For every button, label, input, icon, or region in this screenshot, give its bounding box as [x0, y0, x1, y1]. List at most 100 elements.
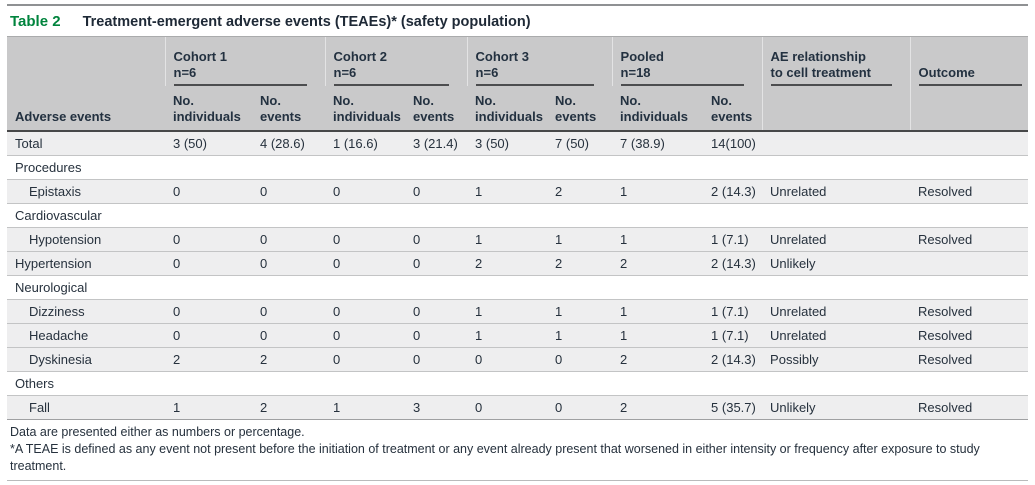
adverse-event-label: Hypertension — [15, 255, 92, 271]
table-footnotes: Data are presented either as numbers or … — [7, 419, 1028, 481]
subheader-no-events: No. events — [405, 86, 468, 131]
value-cell: 1 (7.1) — [711, 303, 749, 319]
value-cell: 2 — [260, 399, 268, 415]
table-number-label: Table 2 — [10, 13, 61, 30]
value-cell: 0 — [475, 351, 483, 367]
value-cell: 2 — [173, 351, 181, 367]
group-n: n=6 — [333, 64, 357, 80]
outcome-cell: Resolved — [918, 351, 973, 367]
value-cell: 1 — [333, 399, 341, 415]
value-cell: 0 — [260, 255, 268, 271]
group-header-cohort-3: Cohort 3 n=6 — [466, 36, 613, 86]
value-cell: 2 — [620, 255, 628, 271]
outcome-cell: Resolved — [918, 303, 973, 319]
subheader-no-individuals: No. individuals — [467, 86, 548, 131]
value-cell: 2 — [260, 351, 268, 367]
value-cell: 1 (7.1) — [711, 231, 749, 247]
section-row: Neurological — [7, 275, 1029, 300]
value-cell: 0 — [260, 183, 268, 199]
group-n: n=6 — [173, 64, 197, 80]
table-row: Epistaxis 0 0 0 0 1 2 1 2 (14.3) Unrelated Resolve… — [7, 179, 1029, 204]
table-row: Hypertension 0 0 0 0 2 2 2 2 (14.3) Unlikely — [7, 251, 1029, 276]
table-page: Table 2 Treatment-emergent adverse event… — [0, 4, 1035, 485]
value-cell: 1 — [555, 231, 563, 247]
value-cell: 2 — [555, 183, 563, 199]
value-cell: 7 (38.9) — [620, 135, 665, 151]
value-cell: 0 — [413, 351, 421, 367]
table-body: Total 3 (50) 4 (28.6) 1 (16.6) 3 (21.4) 3 (50… — [7, 131, 1029, 419]
value-cell: 0 — [173, 231, 181, 247]
group-label: Cohort 3 — [475, 49, 529, 65]
column-header-ae-relationship: AE relationship to cell treatment — [761, 36, 911, 131]
value-cell: 1 (16.6) — [333, 135, 378, 151]
value-cell: 0 — [413, 303, 421, 319]
value-cell: 0 — [260, 303, 268, 319]
value-cell: 2 (14.3) — [711, 255, 756, 271]
value-cell: 0 — [475, 399, 483, 415]
section-label: Neurological — [15, 279, 88, 295]
value-cell: 0 — [173, 255, 181, 271]
group-header-row: Adverse events Cohort 1 n=6 Cohort 2 n=6 — [7, 36, 1029, 131]
relationship-cell: Unlikely — [770, 399, 816, 415]
outcome-cell — [910, 131, 1028, 156]
value-cell: 1 — [475, 231, 483, 247]
table-caption: Table 2 Treatment-emergent adverse event… — [7, 6, 1028, 36]
value-cell: 0 — [173, 303, 181, 319]
outcome-cell: Resolved — [918, 399, 973, 415]
adverse-event-label: Total — [15, 135, 43, 151]
value-cell: 0 — [260, 231, 268, 247]
value-cell: 4 (28.6) — [260, 135, 305, 151]
group-n: n=18 — [620, 64, 651, 80]
subheader-no-events: No. events — [703, 86, 763, 131]
value-cell: 7 (50) — [555, 135, 589, 151]
value-cell: 3 (50) — [173, 135, 207, 151]
value-cell: 2 (14.3) — [711, 351, 756, 367]
outcome-cell: Resolved — [918, 231, 973, 247]
group-label: Pooled — [620, 49, 664, 65]
value-cell: 0 — [333, 351, 341, 367]
adverse-event-label: Fall — [29, 399, 50, 415]
value-cell: 1 — [555, 303, 563, 319]
value-cell: 0 — [260, 327, 268, 343]
adverse-event-label: Headache — [29, 327, 89, 343]
section-label: Others — [15, 375, 55, 391]
group-header-cohort-1: Cohort 1 n=6 — [164, 36, 326, 86]
adverse-event-label: Hypotension — [29, 231, 102, 247]
table-row: Headache 0 0 0 0 1 1 1 1 (7.1) Unrelated Resolved — [7, 323, 1029, 348]
value-cell: 2 — [475, 255, 483, 271]
value-cell: 1 — [555, 327, 563, 343]
section-row: Cardiovascular — [7, 203, 1029, 228]
value-cell: 1 — [620, 183, 628, 199]
value-cell: 0 — [555, 399, 563, 415]
value-cell: 1 — [620, 327, 628, 343]
value-cell: 0 — [333, 327, 341, 343]
subheader-no-events: No. events — [547, 86, 613, 131]
value-cell: 0 — [333, 183, 341, 199]
adverse-event-label: Dyskinesia — [29, 351, 92, 367]
footnote-data-presentation: Data are presented either as numbers or … — [10, 425, 305, 439]
table-row: Hypotension 0 0 0 0 1 1 1 1 (7.1) Unrelated Resolv… — [7, 227, 1029, 252]
subheader-no-individuals: No. individuals — [165, 86, 252, 131]
value-cell: 1 — [475, 327, 483, 343]
value-cell: 0 — [555, 351, 563, 367]
table-title: Treatment-emergent adverse events (TEAEs… — [82, 14, 531, 30]
relationship-cell: Unlikely — [770, 255, 816, 271]
group-header-cohort-2: Cohort 2 n=6 — [324, 36, 468, 86]
value-cell: 1 — [475, 303, 483, 319]
table-row: Total 3 (50) 4 (28.6) 1 (16.6) 3 (21.4) 3 (50… — [7, 131, 1029, 156]
value-cell: 2 — [620, 351, 628, 367]
relationship-cell — [762, 131, 910, 156]
outcome-cell: Resolved — [918, 327, 973, 343]
relationship-cell: Possibly — [770, 351, 819, 367]
table-row: Dizziness 0 0 0 0 1 1 1 1 (7.1) Unrelated Resolved — [7, 299, 1029, 324]
value-cell: 1 — [620, 303, 628, 319]
value-cell: 0 — [413, 327, 421, 343]
table-row: Dyskinesia 2 2 0 0 0 0 2 2 (14.3) Possibly Resolve… — [7, 347, 1029, 372]
value-cell: 1 — [620, 231, 628, 247]
value-cell: 14(100) — [711, 135, 756, 151]
subheader-no-events: No. events — [252, 86, 326, 131]
section-label: Cardiovascular — [15, 207, 102, 223]
group-n: n=6 — [475, 64, 499, 80]
group-label: Cohort 2 — [333, 49, 387, 65]
value-cell: 0 — [333, 255, 341, 271]
